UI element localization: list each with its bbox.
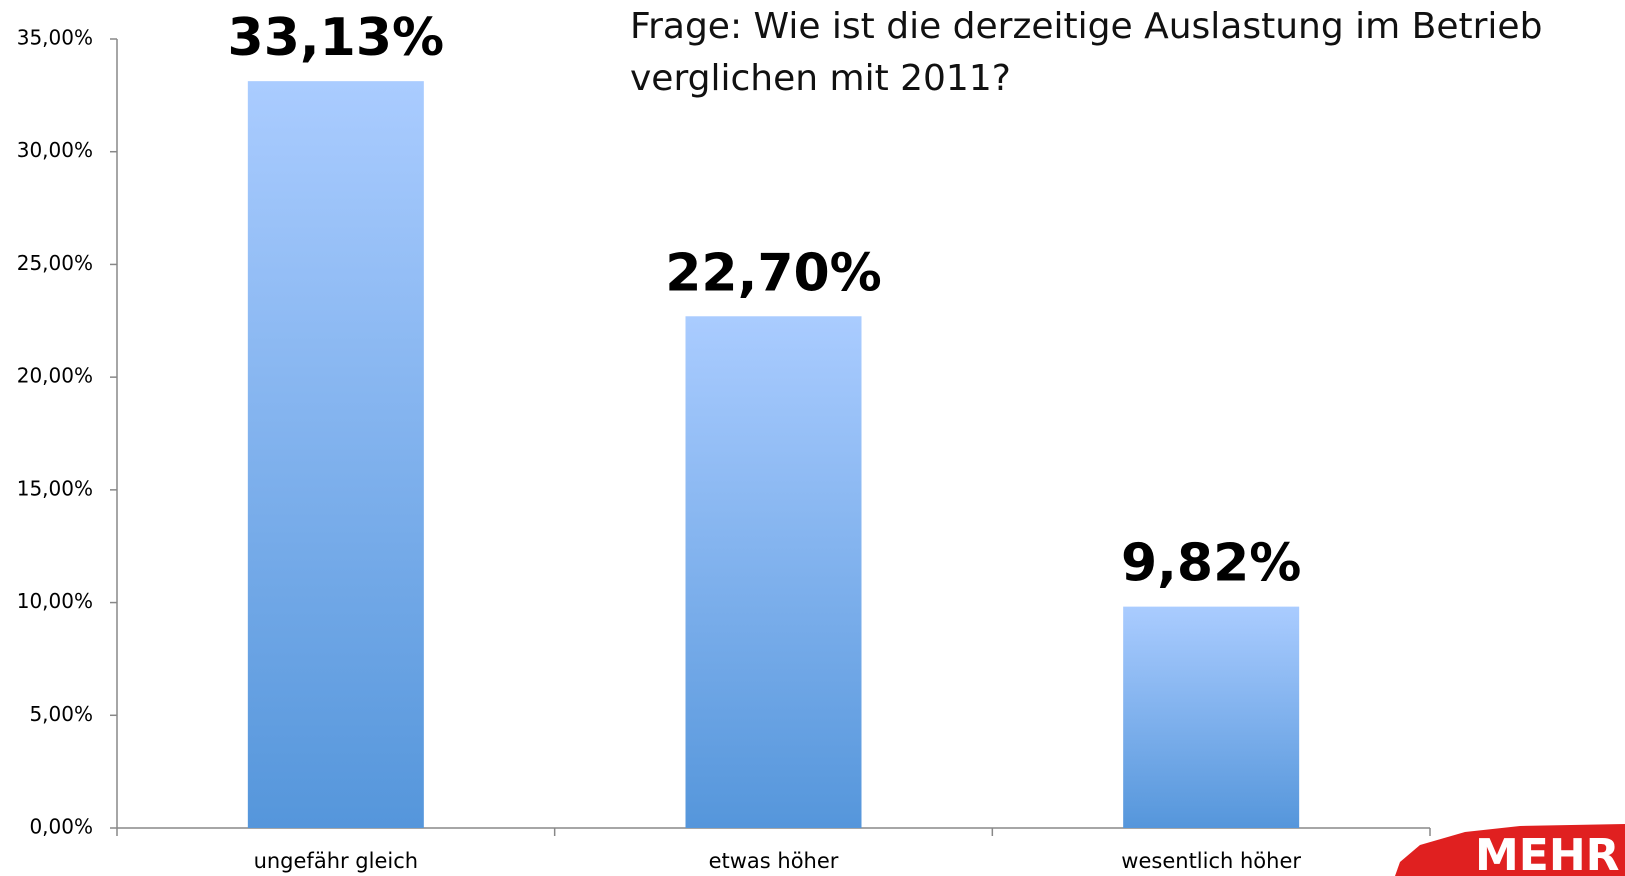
logo-text: MEHR <box>1475 830 1620 876</box>
value-label: 22,70% <box>665 243 882 303</box>
x-tick-label: wesentlich höher <box>1121 849 1301 873</box>
bar <box>685 316 862 828</box>
y-tick-label: 5,00% <box>29 702 93 726</box>
bar <box>1123 606 1300 828</box>
y-tick-label: 25,00% <box>17 251 93 275</box>
chart-title: Frage: Wie ist die derzeitige Auslastung… <box>630 6 1542 47</box>
logo: MEHR <box>1395 824 1625 876</box>
x-tick-label: ungefähr gleich <box>254 849 419 873</box>
y-tick-label: 10,00% <box>17 589 93 613</box>
bar <box>247 81 424 828</box>
y-tick-label: 20,00% <box>17 364 93 388</box>
x-tick-label: etwas höher <box>709 849 839 873</box>
y-tick-label: 15,00% <box>17 476 93 500</box>
chart-title: verglichen mit 2011? <box>630 58 1011 99</box>
value-label: 9,82% <box>1121 534 1301 594</box>
y-tick-label: 30,00% <box>17 138 93 162</box>
y-tick-label: 35,00% <box>17 26 93 50</box>
y-tick-label: 0,00% <box>29 815 93 839</box>
value-label: 33,13% <box>228 8 445 68</box>
